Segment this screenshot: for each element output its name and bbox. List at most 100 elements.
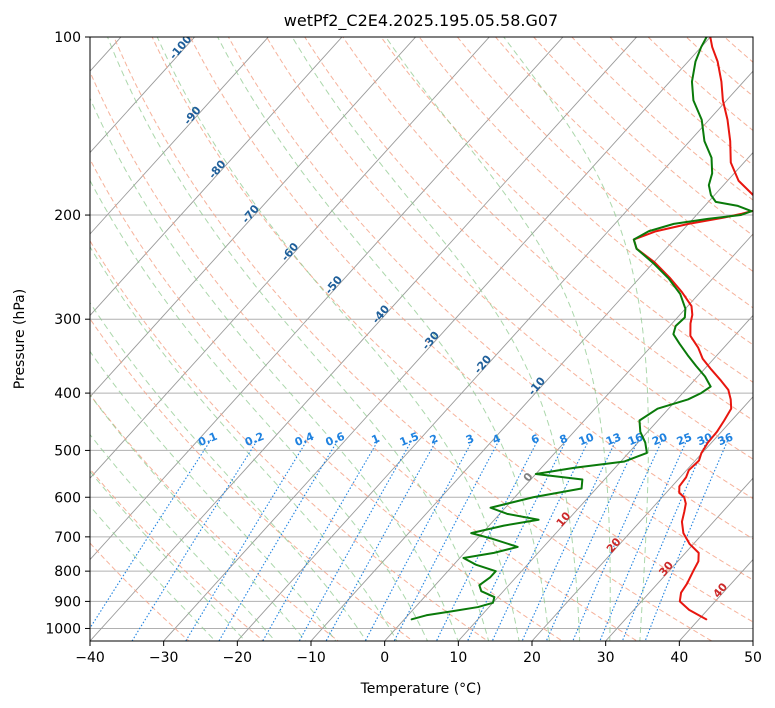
y-tick-label: 1000 bbox=[45, 621, 81, 637]
x-tick-label: 10 bbox=[449, 650, 467, 666]
mixing-ratio-label: 10 bbox=[577, 430, 596, 448]
dry-adiabat-line bbox=[494, 37, 753, 273]
x-tick-label: 40 bbox=[670, 650, 688, 666]
axis-ticks: −40 −30 −20 −10 0 10 20 30 40 50 1000 900 800 700 600 5… bbox=[45, 30, 762, 666]
dewpoint-profile-line bbox=[410, 37, 753, 621]
x-axis-title: Temperature (°C) bbox=[360, 681, 482, 697]
mixing-ratio-line bbox=[298, 439, 413, 641]
dry-adiabat-line bbox=[151, 37, 753, 623]
mixing-ratio-line bbox=[185, 439, 308, 641]
mixing-ratio-line bbox=[466, 439, 567, 641]
x-tick-label: −10 bbox=[296, 650, 326, 666]
isotherm-line bbox=[163, 37, 711, 641]
isotherm-line bbox=[90, 37, 343, 317]
dry-adiabat-line bbox=[189, 37, 753, 581]
plot-frame bbox=[89, 36, 754, 642]
x-tick-label: 30 bbox=[597, 650, 615, 666]
isotherm-lines bbox=[90, 37, 753, 641]
moist-adiabat-line bbox=[90, 394, 307, 641]
isotherm-line bbox=[90, 37, 638, 641]
moist-adiabat-line bbox=[90, 433, 276, 641]
mixing-ratio-label: 8 bbox=[558, 432, 570, 447]
dry-adiabat-line bbox=[533, 37, 753, 237]
y-tick-label: 200 bbox=[54, 208, 81, 224]
moist-adiabat-line bbox=[503, 37, 649, 641]
y-tick-label: 300 bbox=[54, 312, 81, 328]
y-tick-label: 700 bbox=[54, 530, 81, 546]
mixing-ratio-line bbox=[364, 439, 474, 641]
mixing-ratio-line bbox=[621, 439, 708, 641]
dry-adiabat-line bbox=[380, 37, 753, 383]
moist-adiabat-line bbox=[291, 37, 581, 641]
moist-adiabat-line bbox=[107, 37, 490, 641]
y-tick-label: 600 bbox=[54, 490, 81, 506]
y-tick-label: 500 bbox=[54, 443, 81, 459]
isotherm-line bbox=[90, 37, 196, 154]
dry-adiabat-line bbox=[227, 37, 753, 540]
temperature-profile-line bbox=[632, 37, 753, 621]
dry-adiabat-line bbox=[342, 37, 753, 421]
isotherm-line bbox=[310, 151, 753, 641]
mixing-ratio-line bbox=[90, 439, 212, 630]
moist-adiabat-lines bbox=[90, 37, 649, 641]
isotherm-line bbox=[90, 37, 269, 235]
x-tick-label: 20 bbox=[523, 650, 541, 666]
dry-adiabat-line bbox=[304, 37, 753, 460]
mixing-ratio-label: 13 bbox=[604, 430, 623, 448]
y-tick-label: 100 bbox=[54, 30, 81, 46]
dry-adiabat-line bbox=[647, 37, 753, 132]
chart-title: wetPf2_C2E4.2025.195.05.58.G07 bbox=[284, 11, 558, 31]
mixing-ratio-label: 3 bbox=[464, 432, 476, 447]
mixing-ratio-label: 1 bbox=[370, 432, 382, 447]
isotherm-line bbox=[457, 314, 753, 641]
moist-adiabat-line bbox=[385, 37, 611, 641]
dry-adiabat-line bbox=[266, 37, 753, 500]
x-tick-label: −40 bbox=[75, 650, 105, 666]
y-tick-label: 800 bbox=[54, 564, 81, 580]
moist-adiabat-line bbox=[90, 97, 459, 641]
moist-adiabat-line bbox=[90, 245, 398, 641]
mixing-ratio-line bbox=[435, 439, 539, 641]
x-tick-label: 50 bbox=[744, 650, 762, 666]
moist-adiabat-line bbox=[217, 37, 550, 641]
isotherm-line bbox=[90, 37, 417, 398]
mixing-ratio-line bbox=[521, 439, 617, 641]
dry-adiabat-line bbox=[90, 317, 414, 641]
mixing-ratio-lines bbox=[90, 439, 729, 641]
y-tick-label: 900 bbox=[54, 594, 81, 610]
mixing-ratio-line bbox=[325, 439, 438, 641]
moist-adiabat-line bbox=[90, 350, 337, 641]
isotherm-line bbox=[384, 233, 753, 641]
sounding-profiles bbox=[410, 37, 753, 621]
dry-adiabat-line bbox=[418, 37, 753, 346]
x-tick-label: −30 bbox=[149, 650, 179, 666]
isotherm-line bbox=[531, 396, 753, 641]
dry-adiabat-line bbox=[90, 239, 489, 641]
dry-adiabat-line bbox=[90, 393, 340, 641]
moist-adiabat-line bbox=[90, 301, 367, 641]
plot-area: 0.1 0.2 0.4 0.6 1 1.5 2 3 4 6 8 10 13 16 20 25 30 3601020… bbox=[90, 37, 753, 641]
mixing-ratio-line bbox=[262, 439, 379, 641]
mixing-ratio-line bbox=[644, 439, 729, 641]
pressure-gridlines bbox=[90, 37, 753, 629]
isotherm-line bbox=[90, 37, 564, 561]
mixing-ratio-line bbox=[218, 439, 339, 641]
isotherm-line bbox=[605, 477, 753, 641]
y-tick-label: 400 bbox=[54, 386, 81, 402]
mixing-ratio-line bbox=[599, 439, 688, 641]
mixing-ratio-line bbox=[545, 439, 639, 641]
moist-adiabat-line bbox=[90, 470, 246, 641]
mixing-ratio-label: 25 bbox=[675, 430, 694, 448]
mixing-ratio-label: 20 bbox=[650, 430, 669, 448]
x-tick-label: 0 bbox=[380, 650, 389, 666]
dry-adiabat-line bbox=[90, 158, 564, 641]
dry-adiabat-line bbox=[90, 70, 638, 641]
mixing-ratio-line bbox=[393, 439, 500, 641]
moist-adiabat-line bbox=[156, 37, 520, 641]
mixing-ratio-label: 36 bbox=[716, 430, 735, 448]
mixing-ratio-label: 2 bbox=[428, 432, 440, 447]
dry-adiabat-lines bbox=[90, 37, 753, 641]
mixing-ratio-label: 30 bbox=[695, 430, 714, 448]
x-tick-label: −20 bbox=[223, 650, 253, 666]
